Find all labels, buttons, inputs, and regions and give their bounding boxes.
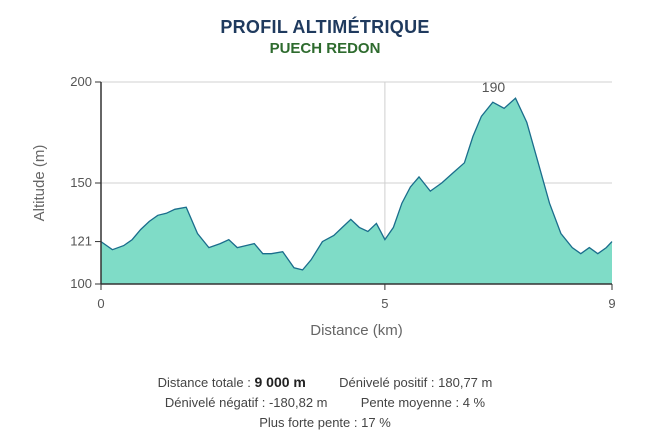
dplus-value: 180,77 m [438, 375, 493, 390]
y-tick-label: 100 [70, 276, 92, 291]
slope-label: Pente moyenne : [360, 395, 460, 410]
y-tick-label: 121 [70, 234, 92, 249]
elevation-line [100, 97, 613, 271]
chart-title: PROFIL ALTIMÉTRIQUE [220, 17, 430, 37]
y-axis-label: Altitude (m) [31, 145, 48, 222]
y-tick-label: 200 [70, 74, 92, 89]
max-slope-label: Plus forte pente : [259, 415, 358, 430]
elevation-profile-chart: 100 121 150 200 0 5 9 Distance (km) Altitude (m)… [31, 74, 616, 339]
dplus-label: Dénivelé positif : [339, 375, 435, 390]
peak-annotation: 190 [482, 79, 506, 95]
distance-label: Distance totale : [157, 375, 251, 390]
stats-row-3: Plus forte pente : 17 % [0, 413, 650, 433]
max-slope-value: 17 % [361, 415, 391, 430]
chart-subtitle: PUECH REDON [269, 40, 381, 57]
y-tick-label: 150 [70, 175, 92, 190]
x-tick-label: 9 [608, 296, 615, 311]
distance-value: 9 000 m [254, 374, 306, 390]
slope-value: 4 % [462, 395, 486, 410]
route-stats: Distance totale : 9 000 m Dénivelé posit… [0, 372, 650, 433]
stats-row-2: Dénivelé négatif : -180,82 m Pente moyen… [0, 393, 650, 413]
x-tick-label: 0 [97, 296, 104, 311]
elevation-area [101, 98, 612, 284]
x-tick-label: 5 [381, 296, 388, 311]
x-axis-label: Distance (km) [310, 322, 403, 339]
dminus-value: -180,82 m [268, 395, 328, 410]
stats-row-1: Distance totale : 9 000 m Dénivelé posit… [0, 372, 650, 393]
dminus-label: Dénivelé négatif : [164, 395, 266, 410]
